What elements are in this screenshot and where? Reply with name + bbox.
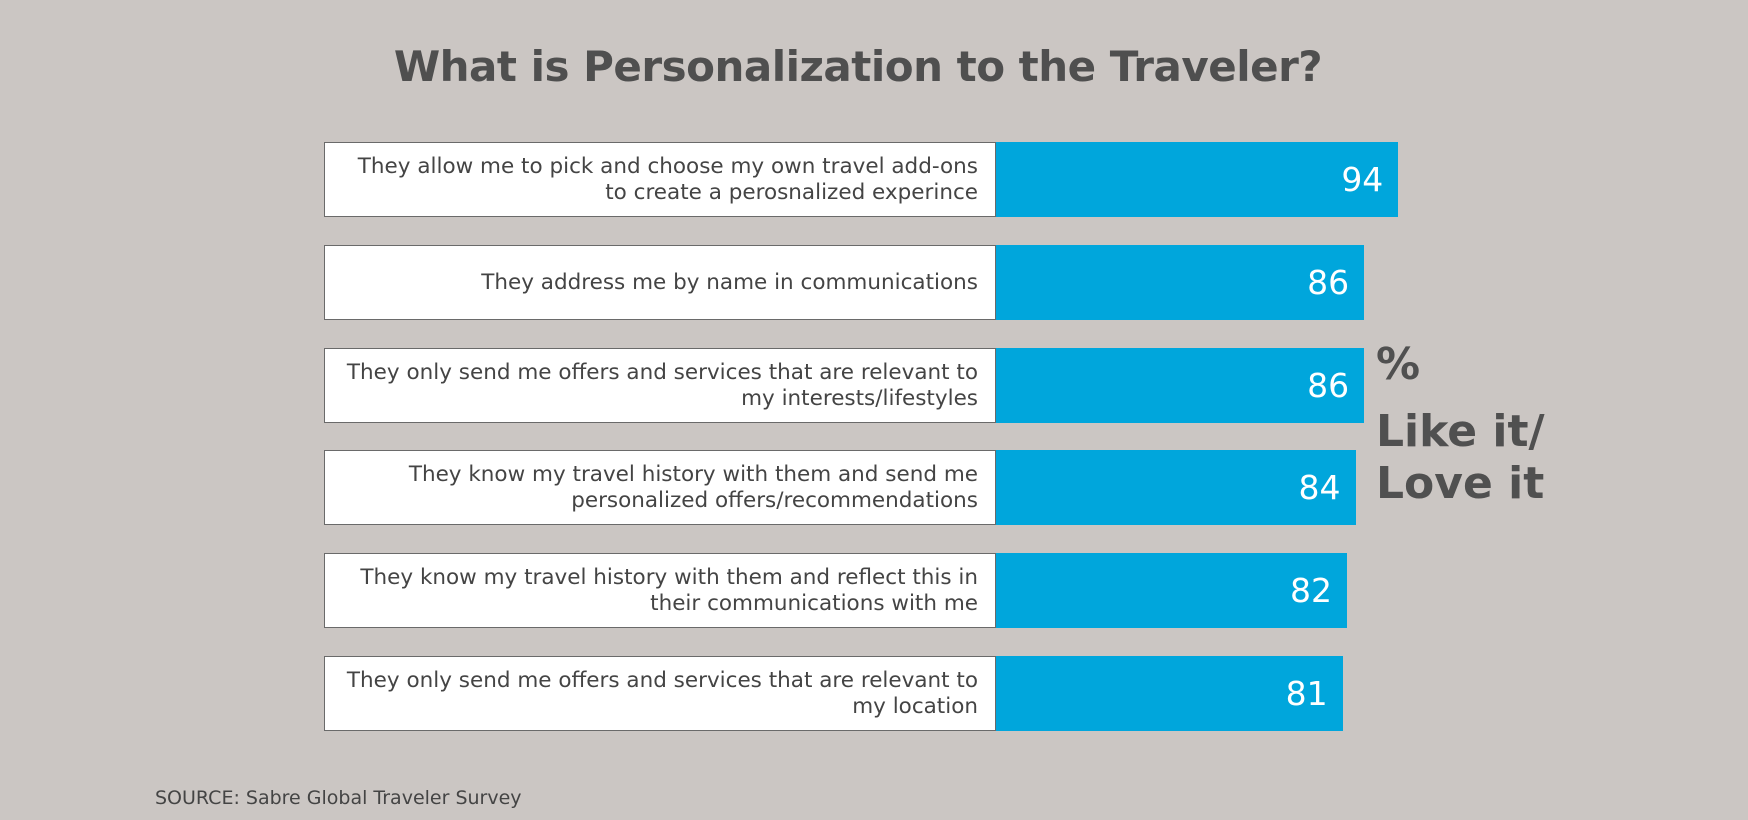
bar-row: They only send me offers and services th… bbox=[324, 348, 1424, 423]
bar-row: They only send me offers and services th… bbox=[324, 656, 1424, 731]
bar-row: They allow me to pick and choose my own … bbox=[324, 142, 1424, 217]
category-label-box: They allow me to pick and choose my own … bbox=[324, 142, 996, 217]
bar-value-label: 94 bbox=[1341, 160, 1384, 199]
chart-title: What is Personalization to the Traveler? bbox=[393, 42, 1323, 91]
bar-value-label: 81 bbox=[1285, 674, 1328, 713]
source-note: SOURCE: Sabre Global Traveler Survey bbox=[155, 787, 522, 809]
bar-row: They know my travel history with them an… bbox=[324, 450, 1424, 525]
bar-chart: They allow me to pick and choose my own … bbox=[324, 142, 1424, 736]
category-label-box: They address me by name in communication… bbox=[324, 245, 996, 320]
category-label: They address me by name in communication… bbox=[481, 269, 978, 295]
bar: 81 bbox=[996, 656, 1343, 731]
bar: 94 bbox=[996, 142, 1399, 217]
unit-label: % bbox=[1376, 339, 1421, 390]
bar: 86 bbox=[996, 245, 1365, 320]
bar-value-label: 86 bbox=[1307, 366, 1350, 405]
bar: 86 bbox=[996, 348, 1365, 423]
bar-row: They know my travel history with them an… bbox=[324, 553, 1424, 628]
bar-value-label: 84 bbox=[1298, 468, 1341, 507]
category-label-box: They only send me offers and services th… bbox=[324, 348, 996, 423]
category-label-box: They know my travel history with them an… bbox=[324, 553, 996, 628]
bar-value-label: 86 bbox=[1307, 263, 1350, 302]
category-label: They know my travel history with them an… bbox=[408, 461, 978, 513]
category-label-box: They only send me offers and services th… bbox=[324, 656, 996, 731]
category-label: They allow me to pick and choose my own … bbox=[357, 153, 978, 205]
measure-label: Like it/ Love it bbox=[1376, 406, 1545, 509]
category-label: They know my travel history with them an… bbox=[360, 564, 978, 616]
category-label-box: They know my travel history with them an… bbox=[324, 450, 996, 525]
bar-value-label: 82 bbox=[1289, 571, 1332, 610]
category-label: They only send me offers and services th… bbox=[346, 667, 978, 719]
bar: 84 bbox=[996, 450, 1356, 525]
measure-label-group: % Like it/ Love it bbox=[1376, 338, 1576, 510]
bar: 82 bbox=[996, 553, 1347, 628]
bar-row: They address me by name in communication… bbox=[324, 245, 1424, 320]
category-label: They only send me offers and services th… bbox=[346, 359, 978, 411]
